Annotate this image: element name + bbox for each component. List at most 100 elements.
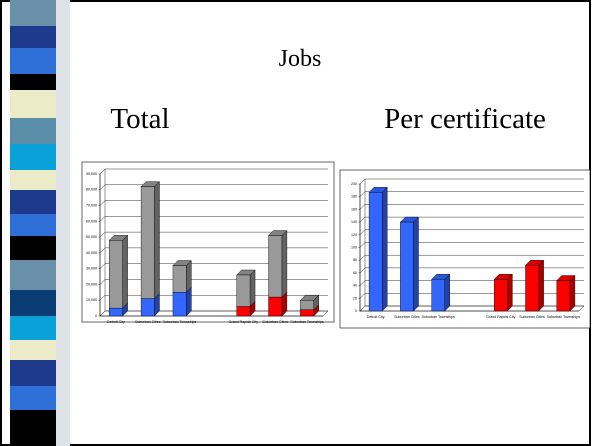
bar <box>399 216 419 312</box>
bar-front <box>300 309 314 317</box>
stripe <box>10 260 56 290</box>
y-tick-label: 90,000 <box>86 172 97 176</box>
stripe <box>10 386 56 410</box>
grid-line <box>359 229 584 235</box>
back-wall <box>99 168 106 317</box>
bar-side <box>154 181 160 300</box>
x-tick-label: Suburban Cities <box>394 315 420 319</box>
grid-line <box>99 231 328 238</box>
bar <box>140 181 160 300</box>
bar-front <box>172 292 187 317</box>
y-tick-label: 0 <box>95 314 97 318</box>
grid-line <box>99 184 328 190</box>
y-tick-label: 10,000 <box>86 298 97 302</box>
bar-side <box>186 260 192 293</box>
y-tick-label: 100 <box>351 245 357 249</box>
grid-line <box>99 216 328 222</box>
y-tick-label: 140 <box>351 220 357 224</box>
y-tick-label: 180 <box>351 195 357 199</box>
bar-front <box>109 240 123 309</box>
y-tick-label: 40 <box>353 284 357 288</box>
bar <box>525 259 545 312</box>
bar-front <box>268 235 283 298</box>
bar-front <box>236 274 251 307</box>
x-tick-label: Suburban Townships <box>547 315 581 319</box>
y-tick-label: 60,000 <box>86 219 97 223</box>
bar-front <box>140 298 155 317</box>
y-tick-label: 0 <box>355 309 357 313</box>
bar <box>268 230 288 298</box>
x-tick-label: Detroit City <box>367 315 385 319</box>
grid-line <box>99 168 328 175</box>
bar <box>493 273 513 312</box>
floor <box>99 310 329 317</box>
stripe <box>10 170 56 190</box>
y-tick-label: 20 <box>353 296 357 300</box>
bar-side <box>444 273 450 312</box>
y-tick-label: 50,000 <box>86 235 97 239</box>
grid-line <box>359 204 584 210</box>
y-tick-label: 60 <box>353 271 357 275</box>
grid-line <box>99 247 328 254</box>
x-tick-label: Grand Rapids City <box>229 320 259 324</box>
stripe <box>10 316 56 340</box>
x-tick-label: Detroit City <box>107 320 125 324</box>
bar-side <box>413 216 419 312</box>
bar-side <box>507 273 513 312</box>
x-tick-label: Suburban Townships <box>163 320 197 324</box>
stripe <box>10 236 56 260</box>
stripe <box>10 0 56 26</box>
y-tick-label: 70,000 <box>86 204 97 208</box>
grid-line <box>359 178 584 185</box>
bar <box>172 260 192 293</box>
bar <box>431 273 451 312</box>
stripe <box>10 74 56 90</box>
y-tick-label: 120 <box>351 233 357 237</box>
bar-side <box>249 269 256 308</box>
bar <box>299 294 320 311</box>
bar <box>556 275 576 312</box>
slide-title: Jobs <box>279 46 322 72</box>
bar-front <box>400 221 414 312</box>
y-tick-label: 160 <box>351 207 357 211</box>
bar-front <box>525 265 539 312</box>
grid-line <box>359 242 584 248</box>
bar-front <box>494 279 508 312</box>
stripe <box>10 410 56 446</box>
x-tick-label: Suburban Townships <box>290 320 324 324</box>
y-tick-label: 80 <box>353 258 357 262</box>
stripe <box>10 190 56 214</box>
stripe <box>10 26 56 48</box>
stripe <box>10 48 56 74</box>
bar-front <box>268 296 283 317</box>
stripe-decoration <box>10 0 70 446</box>
stripe-shade <box>56 0 70 446</box>
bar-side <box>281 230 288 298</box>
x-tick-label: Suburban Cities <box>135 320 161 324</box>
stripe <box>10 118 56 144</box>
stripe <box>10 360 56 386</box>
chart-heading: Total <box>110 103 169 135</box>
stripe <box>10 144 56 170</box>
y-tick-label: 80,000 <box>86 188 97 192</box>
stripe <box>10 290 56 316</box>
bar-front <box>300 300 314 310</box>
grid-line <box>359 267 584 274</box>
bar <box>368 186 388 312</box>
y-tick-label: 40,000 <box>86 251 97 255</box>
bar <box>108 234 129 309</box>
bar-side <box>122 234 128 309</box>
stripe <box>10 90 56 118</box>
x-tick-label: Suburban Townships <box>422 315 456 319</box>
grid-line <box>359 216 584 223</box>
grid-line <box>99 200 328 206</box>
y-tick-label: 20,000 <box>86 282 97 286</box>
grid-line <box>359 254 584 261</box>
floor <box>359 305 585 312</box>
stripe <box>10 340 56 360</box>
chart-heading: Per certificate <box>384 103 546 135</box>
bar-front <box>236 306 251 317</box>
bar <box>236 269 256 308</box>
x-tick-label: Grand Rapids City <box>486 315 516 319</box>
